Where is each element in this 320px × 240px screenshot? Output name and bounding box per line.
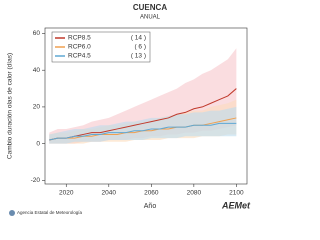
y-tick-label: 40 (33, 67, 41, 74)
y-tick-label: 0 (36, 140, 40, 147)
x-tick-label: 2020 (59, 190, 74, 197)
legend-label: RCP6.0 (68, 44, 91, 51)
series-line (49, 122, 237, 141)
x-tick-label: 2040 (102, 190, 117, 197)
legend-label: RCP4.5 (68, 53, 91, 60)
y-axis-label: Cambio duración olas de calor (días) (7, 53, 14, 159)
y-tick-label: 60 (33, 30, 41, 37)
x-axis-label: Año (144, 203, 157, 210)
y-tick-label: -20 (31, 177, 41, 184)
legend-box (51, 31, 151, 63)
chart-title: CUENCA (133, 3, 167, 12)
chart: CUENCA ANUAL Cambio duración olas de cal… (6, 3, 251, 216)
legend-label: RCP8.5 (68, 35, 91, 42)
logo: AEMet (221, 200, 251, 210)
legend-note: ( 14 ) (131, 35, 146, 42)
x-tick-label: 2080 (187, 190, 202, 197)
series-line (49, 88, 237, 141)
legend-note: ( 13 ) (131, 53, 146, 60)
y-tick-label: 20 (33, 104, 41, 111)
legend-note: ( 6 ) (134, 44, 146, 51)
footer: Agencia Estatal de Meteorología (17, 210, 83, 215)
x-tick-label: 2100 (229, 190, 244, 197)
chart-subtitle: ANUAL (140, 15, 161, 21)
footer-icon (9, 210, 15, 216)
x-tick-label: 2060 (144, 190, 159, 197)
plot-frame (44, 27, 248, 185)
